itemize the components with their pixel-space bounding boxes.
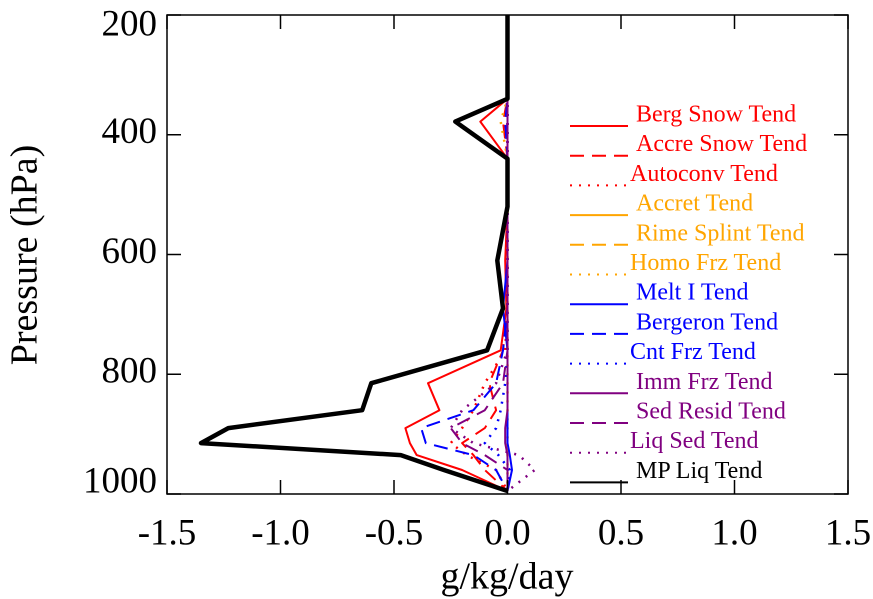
legend-label: Berg Snow Tend — [636, 102, 796, 128]
legend-label: Cnt Frz Tend — [630, 339, 756, 365]
x-tick-label: 1.5 — [825, 512, 871, 553]
x-axis-title: g/kg/day — [441, 556, 574, 598]
legend-label: Homo Frz Tend — [630, 250, 781, 276]
legend-label: Rime Splint Tend — [636, 220, 805, 246]
y-axis-title: Pressure (hPa) — [4, 145, 46, 366]
data-line — [404, 15, 509, 492]
y-tick-label: 200 — [102, 3, 158, 44]
legend-label: Autoconv Tend — [630, 161, 778, 187]
x-tick-label: 0.0 — [484, 512, 530, 553]
y-tick-label: 600 — [102, 231, 158, 272]
legend-label: Bergeron Tend — [636, 309, 778, 335]
data-line — [198, 15, 510, 494]
data-line — [449, 15, 536, 492]
legend-label: Sed Resid Tend — [636, 399, 786, 425]
x-tick-label: -1.0 — [251, 512, 310, 553]
legend-label: MP Liq Tend — [636, 458, 762, 484]
y-tick-label: 1000 — [83, 460, 157, 501]
legend-label: Accret Tend — [636, 191, 753, 217]
x-tick-label: 1.0 — [711, 512, 757, 553]
data-line — [420, 15, 509, 492]
x-tick-label: 0.5 — [598, 512, 644, 553]
legend-label: Liq Sed Tend — [630, 428, 759, 454]
x-tick-label: -1.5 — [138, 512, 197, 553]
legend-label: Melt I Tend — [636, 280, 749, 306]
y-tick-label: 800 — [102, 351, 158, 392]
legend-label: Accre Snow Tend — [636, 131, 807, 157]
y-tick-label: 400 — [102, 111, 158, 152]
x-tick-label: -0.5 — [365, 512, 424, 553]
legend-label: Imm Frz Tend — [636, 369, 773, 395]
